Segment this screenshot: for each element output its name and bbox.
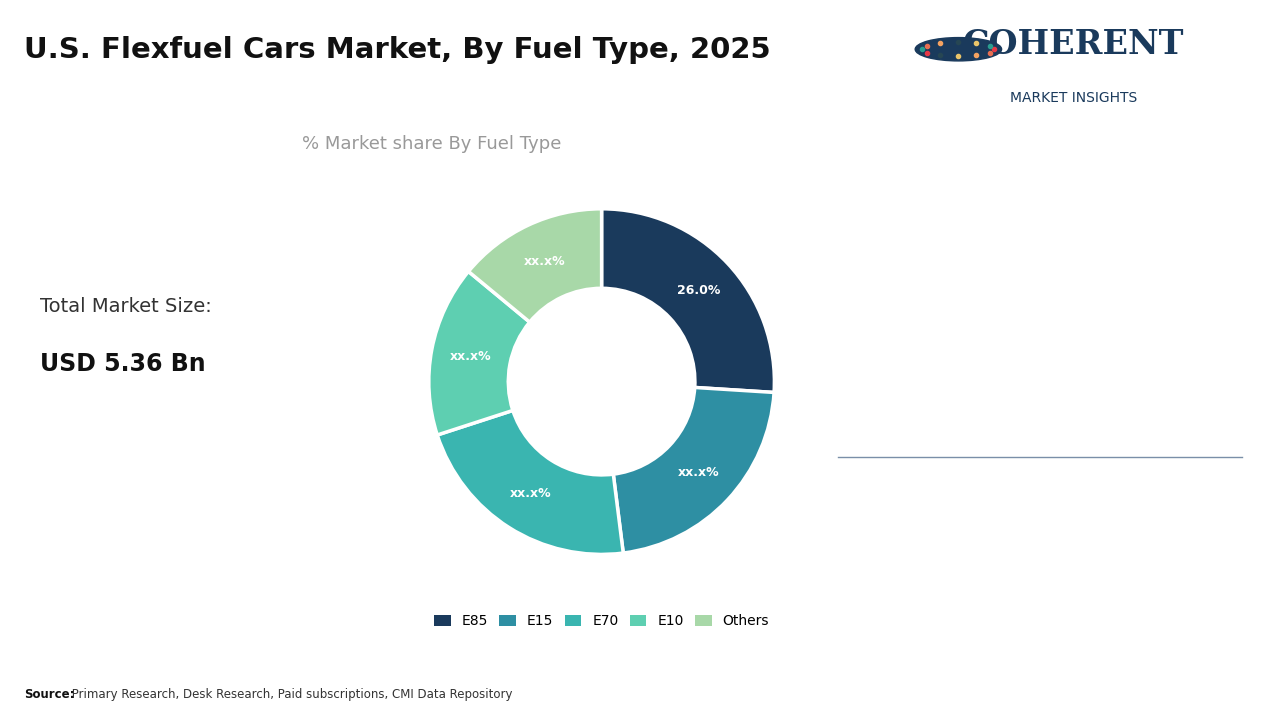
Text: Fuel Type - Estimated: Fuel Type - Estimated bbox=[927, 330, 1126, 348]
Text: % Market share By Fuel Type: % Market share By Fuel Type bbox=[302, 135, 562, 153]
Text: USD 5.36 Bn: USD 5.36 Bn bbox=[40, 351, 206, 376]
Text: xx.x%: xx.x% bbox=[678, 466, 719, 480]
Text: COHERENT: COHERENT bbox=[963, 27, 1184, 60]
Text: Market Revenue Share,: Market Revenue Share, bbox=[849, 370, 1057, 388]
Text: Primary Research, Desk Research, Paid subscriptions, CMI Data Repository: Primary Research, Desk Research, Paid su… bbox=[68, 688, 512, 701]
Text: 2025: 2025 bbox=[849, 409, 893, 427]
Text: U.S. Flexfuel
Cars Market: U.S. Flexfuel Cars Market bbox=[849, 523, 1047, 599]
Text: 26.0%: 26.0% bbox=[849, 244, 1041, 298]
Wedge shape bbox=[468, 209, 602, 322]
Text: MARKET INSIGHTS: MARKET INSIGHTS bbox=[1010, 91, 1137, 106]
Text: xx.x%: xx.x% bbox=[509, 487, 552, 500]
Wedge shape bbox=[438, 410, 623, 554]
Text: xx.x%: xx.x% bbox=[451, 350, 492, 363]
Wedge shape bbox=[613, 387, 774, 553]
Text: Source:: Source: bbox=[24, 688, 74, 701]
Circle shape bbox=[915, 37, 1002, 61]
Text: E85: E85 bbox=[849, 330, 886, 348]
Wedge shape bbox=[602, 209, 774, 392]
Text: xx.x%: xx.x% bbox=[524, 255, 566, 268]
Wedge shape bbox=[429, 271, 530, 435]
Text: U.S. Flexfuel Cars Market, By Fuel Type, 2025: U.S. Flexfuel Cars Market, By Fuel Type,… bbox=[24, 37, 771, 64]
Legend: E85, E15, E70, E10, Others: E85, E15, E70, E10, Others bbox=[429, 608, 774, 634]
Text: 26.0%: 26.0% bbox=[677, 284, 721, 297]
Text: Total Market Size:: Total Market Size: bbox=[40, 297, 211, 315]
